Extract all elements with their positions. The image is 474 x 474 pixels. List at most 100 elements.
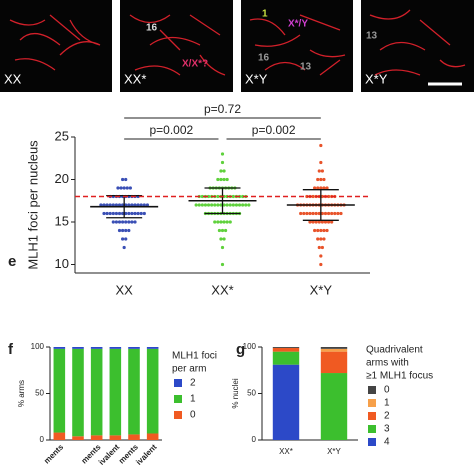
x-tick-label: X*Y — [310, 282, 333, 297]
dot — [316, 186, 320, 190]
bar-segment — [72, 347, 84, 349]
dot — [124, 220, 128, 224]
y-axis-label: % arms — [17, 380, 26, 407]
dot — [317, 211, 321, 216]
legend-label: 4 — [384, 437, 390, 448]
legend-swatch — [368, 399, 376, 407]
bar-segment — [146, 433, 159, 440]
dot — [114, 211, 119, 216]
dot — [105, 211, 109, 216]
y-tick-label: 20 — [55, 171, 69, 186]
dot — [121, 237, 125, 241]
dot — [225, 220, 229, 224]
dot — [222, 169, 226, 173]
dot — [308, 220, 312, 224]
dot — [323, 211, 328, 216]
dot — [244, 203, 248, 207]
legend-label: 1 — [190, 394, 196, 405]
dot — [228, 220, 232, 224]
dot — [339, 211, 343, 216]
dot — [127, 228, 131, 233]
dot — [237, 203, 242, 207]
dot — [317, 169, 321, 173]
y-tick-label: 100 — [31, 342, 45, 351]
dot — [121, 177, 125, 182]
dot — [222, 237, 226, 241]
legend-label: 2 — [384, 411, 390, 422]
dot — [314, 220, 318, 224]
image-annotations: 16 X/X*? 1 X*/Y 16 13 13 — [146, 9, 378, 73]
dot — [119, 186, 123, 190]
p-value: p=0.72 — [204, 102, 241, 116]
dot — [220, 160, 225, 165]
dot — [203, 203, 208, 207]
dot — [323, 220, 328, 224]
annotation: X/X*? — [182, 59, 208, 70]
legend-title: arms with — [366, 358, 409, 369]
dot — [220, 245, 225, 250]
legend-swatch — [368, 412, 376, 420]
dot — [225, 177, 229, 182]
legend-swatch — [174, 379, 182, 387]
dot — [313, 228, 317, 233]
dot — [322, 177, 326, 182]
dot — [114, 203, 119, 207]
bar-segment — [90, 347, 103, 349]
dot — [117, 220, 122, 224]
x-tick-label: ivalent — [97, 442, 122, 467]
dot — [99, 203, 103, 207]
dot — [121, 203, 125, 207]
dot — [322, 228, 326, 233]
dot — [114, 220, 119, 224]
dot — [316, 177, 320, 182]
bar-segment — [53, 432, 66, 440]
dot — [317, 245, 321, 250]
bar-segment — [90, 435, 103, 440]
bar-segment — [128, 347, 140, 349]
dot — [130, 220, 134, 224]
dot — [139, 203, 143, 207]
dot — [130, 203, 134, 207]
dot — [247, 203, 251, 207]
dot — [102, 203, 106, 207]
bar-segment — [53, 348, 66, 433]
dot — [219, 220, 223, 224]
dot — [125, 186, 129, 190]
p-value: p=0.002 — [252, 123, 296, 137]
dot — [197, 203, 201, 207]
annotation: 13 — [300, 62, 312, 73]
dot — [316, 237, 320, 241]
dot — [241, 203, 245, 207]
dot — [121, 228, 125, 233]
chromosomes — [9, 9, 466, 76]
dot — [322, 237, 326, 241]
legend-title: MLH1 foci — [172, 351, 217, 362]
panel-letter: e — [8, 253, 16, 270]
dot — [219, 237, 223, 241]
annotation: 1 — [262, 9, 268, 20]
bar-segment — [272, 347, 300, 352]
dot — [216, 220, 220, 224]
p-value: p=0.002 — [149, 123, 193, 137]
bar-segment — [320, 351, 348, 374]
dot — [319, 237, 323, 241]
x-tick-label: XX — [115, 282, 133, 297]
dot — [108, 203, 112, 207]
dot — [136, 203, 140, 207]
annotation: X*/Y — [288, 19, 308, 30]
dot — [124, 211, 128, 216]
dot — [213, 220, 217, 224]
y-tick-label: 0 — [252, 435, 257, 444]
dot — [220, 228, 225, 233]
dot — [133, 211, 137, 216]
bar-segment — [109, 348, 122, 436]
image-label: XX — [4, 71, 22, 86]
dot — [217, 228, 221, 233]
legend-title: Quadrivalent — [366, 345, 423, 356]
dot — [220, 152, 225, 156]
x-tick-label: XX* — [211, 282, 233, 297]
dot — [319, 254, 323, 258]
dot — [305, 211, 309, 216]
y-axis-label: % nuclei — [231, 378, 240, 408]
